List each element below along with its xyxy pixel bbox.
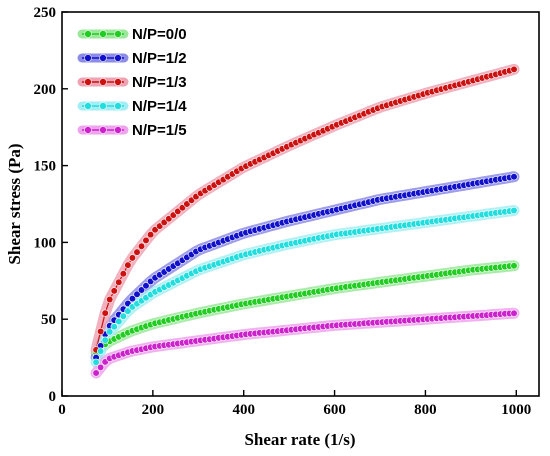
legend-marker <box>99 30 107 38</box>
data-point <box>128 295 136 303</box>
data-point <box>119 270 127 278</box>
legend-label: N/P=0/0 <box>132 26 187 43</box>
legend-marker <box>114 78 122 86</box>
data-point <box>137 286 146 294</box>
data-point <box>142 236 150 244</box>
data-point <box>106 295 114 304</box>
x-tick-label: 600 <box>323 402 346 418</box>
data-point <box>115 317 123 326</box>
y-tick-label: 50 <box>41 312 56 328</box>
data-point <box>142 282 150 290</box>
x-axis-title: Shear rate (1/s) <box>244 430 355 449</box>
legend-item: N/P=1/3 <box>77 74 187 91</box>
data-point <box>510 262 518 270</box>
legend-marker <box>84 30 92 38</box>
data-point <box>124 261 132 269</box>
data-point <box>510 173 518 181</box>
legend-label: N/P=1/4 <box>132 98 187 115</box>
legend: N/P=0/0 N/P=1/2 N/P=1/3 N/P=1/4 N/P=1/5 <box>77 26 187 139</box>
data-point <box>101 336 109 344</box>
data-point <box>110 323 118 331</box>
x-axis-ticks: 0 200 400 600 800 1000 <box>58 390 531 418</box>
data-point <box>96 363 105 372</box>
x-tick-label: 0 <box>58 402 66 418</box>
legend-label: N/P=1/2 <box>132 50 187 67</box>
legend-marker <box>84 126 92 134</box>
y-tick-label: 0 <box>49 389 57 405</box>
data-point <box>106 328 114 336</box>
legend-label: N/P=1/3 <box>132 74 187 91</box>
data-point <box>128 254 136 262</box>
data-point <box>92 369 100 377</box>
legend-item: N/P=1/2 <box>77 50 187 67</box>
legend-marker <box>114 102 122 110</box>
data-point <box>115 278 123 286</box>
y-tick-label: 100 <box>34 235 57 251</box>
legend-marker <box>114 126 122 134</box>
legend-item: N/P=1/5 <box>77 122 187 139</box>
data-point <box>110 287 118 295</box>
legend-marker <box>84 78 92 86</box>
y-axis-ticks: 0 50 100 150 200 250 <box>34 5 68 405</box>
data-point <box>510 65 518 73</box>
x-tick-label: 400 <box>232 402 255 418</box>
data-point <box>137 242 146 250</box>
legend-marker <box>84 102 92 110</box>
data-point <box>124 307 132 315</box>
data-point <box>101 309 109 317</box>
data-point <box>510 206 518 215</box>
plot-frame <box>61 11 540 397</box>
x-tick-label: 800 <box>414 402 437 418</box>
legend-item: N/P=0/0 <box>77 26 187 43</box>
y-tick-label: 150 <box>34 159 57 175</box>
legend-marker <box>99 54 107 62</box>
legend-marker <box>99 102 107 110</box>
legend-marker <box>114 54 122 62</box>
data-point <box>147 231 155 239</box>
legend-label: N/P=1/5 <box>132 122 187 139</box>
legend-marker <box>99 126 107 134</box>
x-tick-label: 1000 <box>501 402 531 418</box>
legend-marker <box>84 54 92 62</box>
data-point <box>96 327 105 336</box>
series-points <box>92 65 518 377</box>
data-point <box>96 347 105 355</box>
data-point <box>510 309 518 317</box>
legend-marker <box>114 30 122 38</box>
y-tick-label: 250 <box>34 5 57 21</box>
y-axis-title: Shear stress (Pa) <box>5 143 24 264</box>
legend-item: N/P=1/4 <box>77 98 187 115</box>
data-point <box>92 358 100 366</box>
data-point <box>133 248 141 256</box>
data-point <box>133 290 141 298</box>
x-tick-label: 200 <box>142 402 165 418</box>
y-tick-label: 200 <box>34 82 57 98</box>
legend-marker <box>99 78 107 86</box>
data-point <box>119 312 127 320</box>
